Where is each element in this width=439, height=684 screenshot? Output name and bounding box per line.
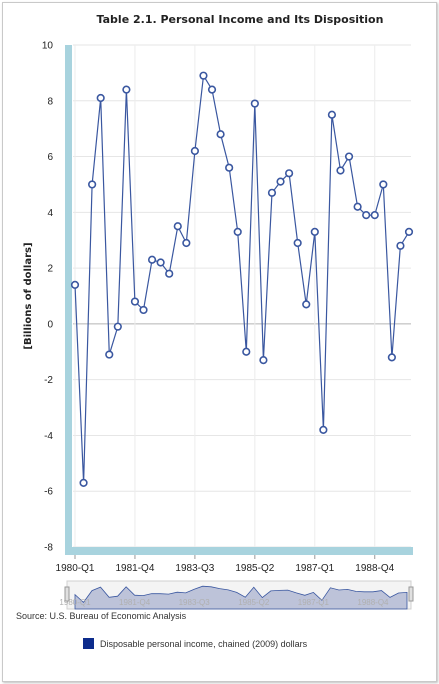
data-point-1986-Q3[interactable] (293, 238, 302, 248)
data-point-1987-Q3[interactable] (327, 110, 337, 119)
source-note: Source: U.S. Bureau of Economic Analysis (16, 611, 187, 621)
data-point-1987-Q4[interactable] (336, 166, 345, 175)
series-line (74, 73, 410, 483)
data-point-1985-Q1[interactable] (242, 347, 251, 356)
data-point-1980-Q4[interactable] (96, 93, 105, 103)
data-point-1981-Q4[interactable] (130, 297, 140, 306)
legend-swatch[interactable] (83, 638, 94, 649)
legend-label[interactable]: Disposable personal income, chained (200… (100, 639, 308, 649)
y-tick-label-8: -6 (44, 487, 53, 498)
data-point-1983-Q1[interactable] (173, 222, 182, 231)
data-point-1985-Q3[interactable] (259, 356, 268, 365)
y-tick-label-2: 6 (47, 152, 53, 163)
y-tick-label-9: -8 (44, 543, 53, 554)
data-point-1982-Q2[interactable] (147, 255, 157, 264)
data-point-1986-Q2[interactable] (285, 169, 294, 178)
navigator-tick-label-3: 1985-Q2 (238, 598, 270, 607)
navigator-tick-label-2: 1983-Q3 (179, 598, 211, 607)
x-tick-label-3: 1985-Q2 (235, 563, 274, 574)
x-axis-band (65, 547, 413, 555)
data-point-1989-Q1[interactable] (379, 180, 388, 189)
data-point-1981-Q3[interactable] (122, 85, 131, 94)
data-point-1985-Q2[interactable] (250, 99, 259, 108)
data-point-1988-Q4[interactable] (370, 211, 379, 220)
data-point-1986-Q1[interactable] (276, 177, 285, 186)
data-point-1989-Q2[interactable] (387, 353, 396, 362)
chart-svg: Table 2.1. Personal Income and Its Dispo… (16, 13, 414, 649)
legend[interactable]: Disposable personal income, chained (200… (83, 638, 308, 649)
y-tick-label-7: -4 (44, 431, 53, 442)
data-point-1984-Q4[interactable] (233, 227, 242, 236)
data-point-1983-Q2[interactable] (182, 238, 191, 248)
data-point-1983-Q3[interactable] (190, 146, 199, 156)
navigator-tick-label-4: 1987-Q1 (298, 598, 330, 607)
data-point-1988-Q2[interactable] (353, 202, 362, 211)
navigator-tick-label-1: 1981-Q4 (119, 598, 151, 607)
y-axis-ticks: 10 8 6 4 2 0 -2 -4 -6 -8 (42, 41, 54, 554)
data-point-1988-Q3[interactable] (362, 211, 371, 220)
x-tick-label-1: 1981-Q4 (115, 563, 154, 574)
x-tick-label-5: 1988-Q4 (355, 563, 394, 574)
x-tick-label-4: 1987-Q1 (295, 563, 334, 574)
y-tick-label-0: 10 (42, 41, 54, 52)
data-point-1989-Q3[interactable] (396, 241, 405, 250)
data-point-1989-Q4[interactable] (404, 227, 414, 236)
range-navigator[interactable]: 1980-Q1 1981-Q4 1983-Q3 1985-Q2 1987-Q1 1988-… (59, 580, 414, 610)
data-point-1984-Q2[interactable] (216, 130, 225, 139)
data-point-1981-Q1[interactable] (105, 350, 114, 359)
data-point-1982-Q1[interactable] (139, 305, 148, 315)
data-point-1980-Q1[interactable] (70, 280, 80, 289)
data-point-1980-Q3[interactable] (88, 180, 97, 189)
data-point-1982-Q4[interactable] (165, 269, 174, 278)
data-point-1980-Q2[interactable] (79, 478, 88, 487)
data-point-1981-Q2[interactable] (113, 322, 122, 331)
y-tick-label-6: -2 (44, 375, 53, 386)
navigator-tick-label-0: 1980-Q1 (59, 598, 91, 607)
y-tick-label-3: 4 (47, 208, 53, 219)
y-tick-label-4: 2 (47, 264, 53, 275)
navigator-handle-right[interactable] (408, 586, 414, 602)
x-tick-label-2: 1983-Q3 (175, 563, 214, 574)
data-point-1987-Q2[interactable] (319, 425, 328, 434)
navigator-handle-left[interactable] (64, 586, 70, 602)
y-tick-label-5: 0 (47, 319, 53, 330)
chart-title: Table 2.1. Personal Income and Its Dispo… (97, 13, 384, 26)
data-point-1983-Q4[interactable] (199, 71, 208, 80)
data-point-1988-Q1[interactable] (344, 152, 354, 161)
navigator-tick-label-5: 1988-Q4 (357, 598, 389, 607)
x-tick-label-0: 1980-Q1 (56, 563, 95, 574)
data-point-1984-Q1[interactable] (207, 85, 217, 94)
data-point-1984-Q3[interactable] (225, 163, 234, 172)
data-point-1986-Q4[interactable] (302, 300, 311, 309)
data-point-1982-Q3[interactable] (156, 258, 165, 267)
y-axis-title: [Billions of dollars] (23, 242, 34, 349)
y-axis-band (65, 45, 72, 555)
data-point-1987-Q1[interactable] (310, 227, 319, 236)
x-axis-ticks: 1980-Q1 1981-Q4 1983-Q3 1985-Q2 1987-Q1 1988-… (56, 555, 395, 574)
series-disposable-income (70, 71, 414, 487)
grid (73, 44, 411, 548)
data-point-1985-Q4[interactable] (267, 188, 277, 197)
y-tick-label-1: 8 (47, 96, 53, 107)
navigator-area (74, 585, 408, 610)
